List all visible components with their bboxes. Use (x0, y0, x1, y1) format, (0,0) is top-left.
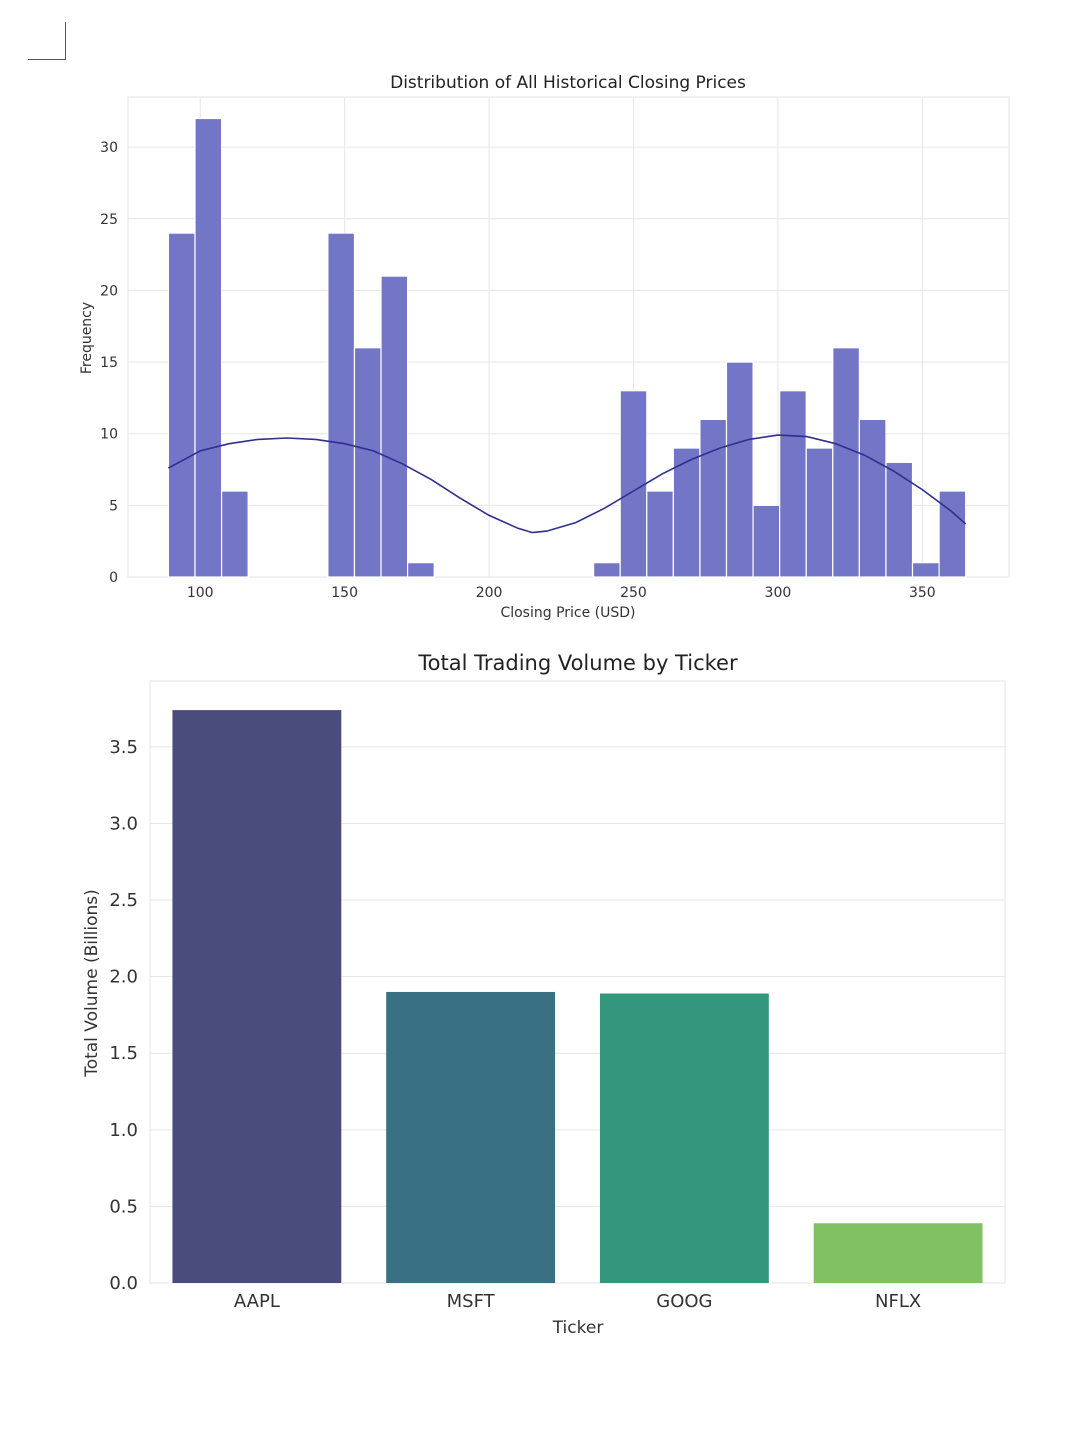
volume-y-tick-label: 2.5 (109, 890, 138, 911)
histogram-y-axis-label: Frequency (79, 302, 95, 374)
volume-x-tick-label: GOOG (656, 1291, 712, 1312)
histogram-y-tick-label: 30 (100, 140, 118, 156)
histogram-bar (885, 461, 914, 578)
histogram-kde-line (168, 434, 967, 534)
volume-y-tick-label: 0.5 (109, 1196, 138, 1217)
volume-y-tick-label: 3.0 (109, 813, 138, 834)
histogram-x-tick-label: 350 (909, 585, 936, 601)
histogram-bar (220, 490, 249, 578)
histogram-chart: 100 150 200 250 300 350 0 5 10 15 20 25 30 Distribu… (79, 73, 1010, 621)
histogram-bar (646, 490, 674, 578)
histogram-bar (194, 117, 223, 578)
volume-bars (172, 710, 983, 1283)
histogram-x-tick-label: 300 (765, 585, 792, 601)
histogram-y-tick-label: 20 (100, 283, 118, 299)
histogram-bar (619, 390, 648, 578)
volume-bar-goog (599, 993, 769, 1283)
volume-y-tick-label: 2.0 (109, 967, 138, 988)
volume-bar-aapl (172, 710, 342, 1283)
histogram-x-tick-label: 200 (476, 585, 503, 601)
histogram-bar (832, 347, 860, 578)
histogram-bar (938, 490, 967, 578)
histogram-y-tick-label: 0 (109, 570, 118, 586)
volume-chart-title: Total Trading Volume by Ticker (417, 651, 738, 675)
volume-y-tick-label: 1.0 (109, 1120, 138, 1141)
volume-x-ticks: AAPL MSFT GOOG NFLX (234, 1291, 921, 1312)
histogram-x-tick-label: 150 (331, 585, 358, 601)
histogram-x-tick-label: 250 (620, 585, 647, 601)
volume-y-ticks: 0.0 0.5 1.0 1.5 2.0 2.5 3.0 3.5 (109, 737, 138, 1294)
volume-x-tick-label: MSFT (447, 1291, 496, 1312)
volume-bar-msft (386, 991, 556, 1283)
histogram-bar (380, 275, 409, 578)
volume-x-tick-label: AAPL (234, 1291, 280, 1312)
histogram-bar (805, 447, 834, 578)
histogram-x-tick-label: 100 (187, 585, 214, 601)
histogram-bar (752, 504, 781, 578)
corner-crop-mark (28, 22, 66, 60)
volume-x-tick-label: NFLX (875, 1291, 921, 1312)
histogram-bar (167, 232, 196, 578)
histogram-bar (725, 361, 754, 578)
volume-x-axis-label: Ticker (552, 1318, 604, 1338)
histogram-y-ticks: 0 5 10 15 20 25 30 (100, 140, 118, 586)
histogram-bar (672, 447, 701, 578)
volume-y-tick-label: 0.0 (109, 1273, 138, 1294)
volume-y-tick-label: 1.5 (109, 1043, 138, 1064)
volume-y-tick-label: 3.5 (109, 737, 138, 758)
histogram-bar (911, 562, 940, 578)
histogram-bar (699, 418, 728, 578)
histogram-title: Distribution of All Historical Closing P… (390, 73, 746, 93)
volume-bar-nflx (813, 1223, 983, 1283)
histogram-y-tick-label: 25 (100, 212, 118, 228)
histogram-y-tick-label: 10 (100, 427, 118, 443)
histogram-x-axis-label: Closing Price (USD) (500, 605, 635, 621)
histogram-y-tick-label: 15 (100, 355, 118, 371)
volume-y-axis-label: Total Volume (Billions) (82, 889, 102, 1078)
histogram-bars (167, 117, 967, 578)
histogram-bar (353, 347, 382, 578)
histogram-bar (779, 390, 807, 578)
histogram-x-ticks: 100 150 200 250 300 350 (187, 585, 936, 601)
histogram-bar (858, 418, 887, 578)
histogram-bar (593, 562, 621, 578)
volume-bar-chart: AAPL MSFT GOOG NFLX 0.0 0.5 1.0 1.5 2.0 2.5 3.0 3.… (82, 651, 1006, 1338)
histogram-bar (407, 562, 435, 578)
histogram-y-tick-label: 5 (109, 498, 118, 514)
histogram-bar (327, 232, 356, 578)
